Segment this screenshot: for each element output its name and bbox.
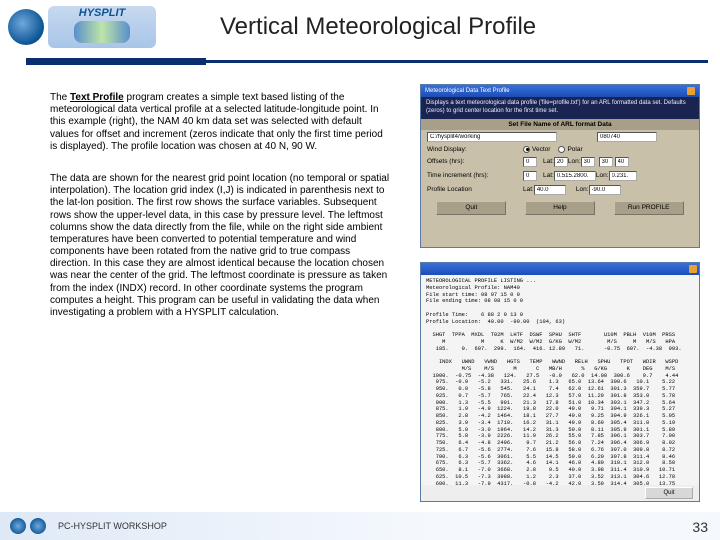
opt-polar: Polar	[567, 146, 582, 153]
plat1-input[interactable]	[554, 171, 596, 181]
loc-lat-pre: Lat:	[523, 186, 534, 193]
lat2-input[interactable]	[599, 157, 613, 167]
loc-lon-pre: Lon:	[576, 186, 589, 193]
body-text: The Text Profile program creates a simpl…	[50, 92, 390, 339]
p1-b: Text Profile	[70, 92, 124, 103]
quit-button-2[interactable]: Quit	[645, 487, 693, 499]
help-button[interactable]: Help	[525, 201, 595, 215]
path-input[interactable]	[427, 132, 557, 142]
loc-lat-input[interactable]	[534, 185, 566, 195]
offset-row: Offsets (hrs): Lat: Lon:	[421, 155, 699, 169]
wind-label: Wind Display:	[427, 146, 523, 153]
dialog1-title: Meteorological Data Text Profile	[425, 88, 510, 94]
footer: PC-HYSPLIT WORKSHOP	[0, 512, 720, 540]
radio-vector[interactable]	[523, 146, 530, 153]
offset-input[interactable]	[523, 157, 537, 167]
title-rule	[26, 60, 708, 63]
loc-lon-input[interactable]	[589, 185, 621, 195]
profile-listing-dialog: METEOROLOGICAL PROFILE LISTING ... Meteo…	[420, 262, 700, 502]
paragraph-2: The data are shown for the nearest grid …	[50, 173, 390, 319]
timeinc-label: Time increment (hrs):	[427, 172, 523, 179]
lat-pre1: Lat:	[543, 158, 554, 165]
run-profile-button[interactable]: Run PROFILE	[614, 201, 684, 215]
header: HYSPLIT Vertical Meteorological Profile	[0, 0, 720, 54]
lat1-input[interactable]	[554, 157, 568, 167]
footer-text: PC-HYSPLIT WORKSHOP	[58, 521, 167, 531]
quit-button[interactable]: Quit	[436, 201, 506, 215]
timeinc-row: Time increment (hrs): Lat: Lon:	[421, 169, 699, 183]
dialog2-titlebar	[421, 263, 699, 275]
timeinc-input[interactable]	[523, 171, 537, 181]
page-number: 33	[692, 519, 708, 535]
plon1-input[interactable]	[609, 171, 637, 181]
wind-row: Wind Display: Vector Polar	[421, 144, 699, 155]
paragraph-1: The Text Profile program creates a simpl…	[50, 92, 390, 153]
file-input[interactable]	[597, 132, 657, 142]
dialog1-greyband: Set File Name of ARL format Data	[421, 119, 699, 130]
hysplit-label: HYSPLIT	[79, 7, 125, 19]
footer-badge-icon-2	[30, 518, 46, 534]
noaa-logo-icon	[8, 9, 44, 45]
profloc-label: Profile Location	[427, 186, 523, 193]
lon2-input[interactable]	[615, 157, 629, 167]
p1-a: The	[50, 92, 70, 103]
dialog1-titlebar: Meteorological Data Text Profile	[421, 85, 699, 97]
opt-vector: Vector	[532, 146, 550, 153]
offset-label: Offsets (hrs):	[427, 158, 523, 165]
dialog2-buttons: Quit	[421, 485, 699, 501]
close-icon[interactable]	[689, 265, 697, 273]
path-row	[421, 130, 699, 144]
page-title: Vertical Meteorological Profile	[220, 13, 536, 41]
profile-listing-text: METEOROLOGICAL PROFILE LISTING ... Meteo…	[421, 275, 699, 485]
lon-pre1: Lon:	[568, 158, 581, 165]
lon1-input[interactable]	[581, 157, 595, 167]
close-icon[interactable]	[687, 87, 695, 95]
profile-settings-dialog: Meteorological Data Text Profile Display…	[420, 84, 700, 248]
footer-badge-icon	[10, 518, 26, 534]
dialog1-banner: Displays a text meteorological data prof…	[421, 97, 699, 119]
globe-icon	[74, 21, 130, 43]
p-lat-pre: Lat:	[543, 172, 554, 179]
logo-block: HYSPLIT	[0, 0, 180, 54]
radio-polar[interactable]	[558, 146, 565, 153]
p-lon-pre: Lon:	[596, 172, 609, 179]
profloc-row: Profile Location Lat: Lon:	[421, 183, 699, 197]
dialog1-buttons: Quit Help Run PROFILE	[421, 197, 699, 219]
hysplit-badge: HYSPLIT	[48, 6, 156, 48]
